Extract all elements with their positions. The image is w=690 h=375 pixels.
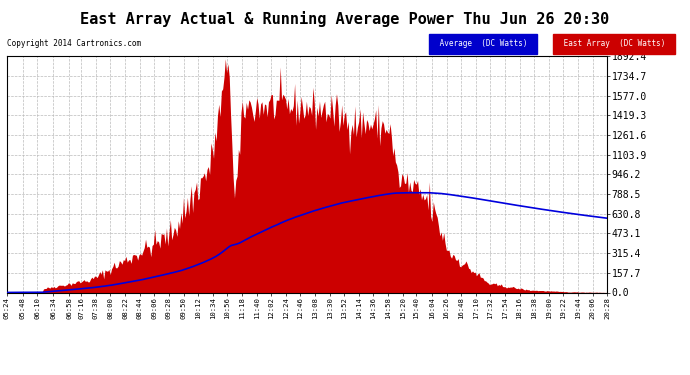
Text: East Array Actual & Running Average Power Thu Jun 26 20:30: East Array Actual & Running Average Powe… (80, 11, 610, 27)
Text: East Array  (DC Watts): East Array (DC Watts) (559, 39, 670, 48)
Text: Average  (DC Watts): Average (DC Watts) (435, 39, 532, 48)
Text: Copyright 2014 Cartronics.com: Copyright 2014 Cartronics.com (7, 39, 141, 48)
